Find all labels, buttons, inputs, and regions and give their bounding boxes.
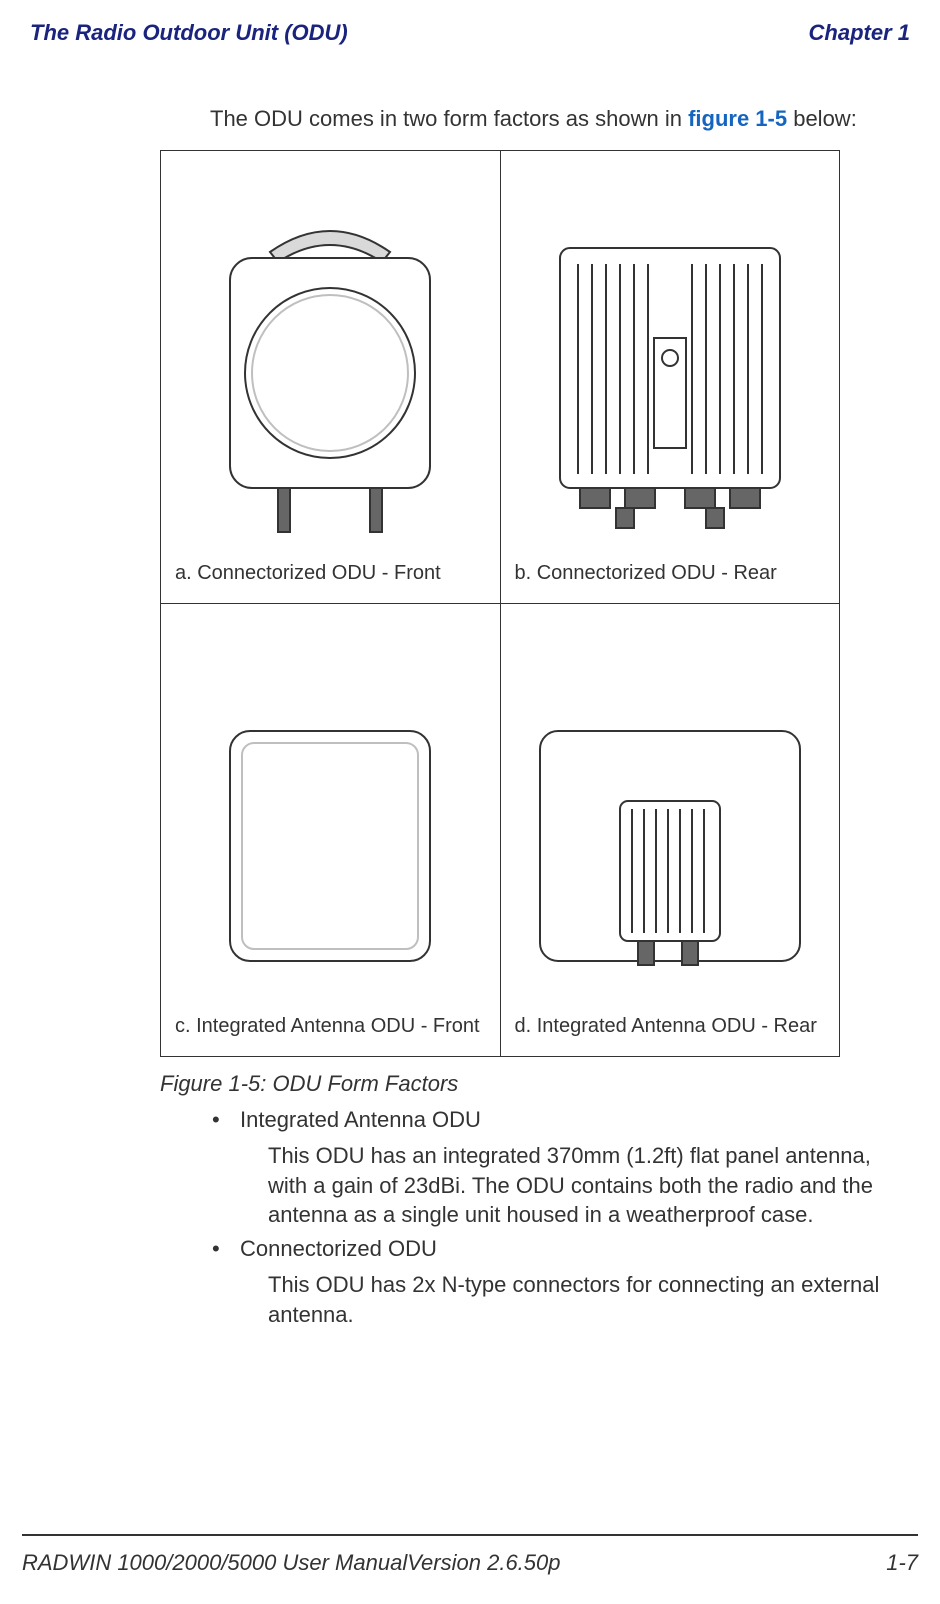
cell-d: d. Integrated Antenna ODU - Rear [500,604,840,1057]
figure-ref-link[interactable]: figure 1-5 [688,106,787,131]
intro-post: below: [787,106,857,131]
cell-c: c. Integrated Antenna ODU - Front [161,604,501,1057]
integrated-rear-icon [520,701,820,1001]
intro-pre: The ODU comes in two form factors as sho… [210,106,688,131]
figure-caption: Figure 1-5: ODU Form Factors [160,1071,910,1097]
footer-left: RADWIN 1000/2000/5000 User ManualVersion… [22,1550,561,1576]
bullet-head: Connectorized ODU [240,1236,900,1262]
integrated-front-icon [200,701,460,1001]
bullet-body: This ODU has 2x N-type connectors for co… [268,1270,900,1329]
connectorized-front-icon [190,218,470,548]
footer-right: 1-7 [886,1550,918,1576]
cell-d-caption: d. Integrated Antenna ODU - Rear [515,1015,826,1038]
figure-table: a. Connectorized ODU - Front [160,150,840,1057]
header-left: The Radio Outdoor Unit (ODU) [30,20,348,46]
list-item: Integrated Antenna ODU This ODU has an i… [240,1107,900,1230]
cell-b-caption: b. Connectorized ODU - Rear [515,562,826,585]
intro-line: The ODU comes in two form factors as sho… [210,106,910,132]
bullet-head: Integrated Antenna ODU [240,1107,900,1133]
page-header: The Radio Outdoor Unit (ODU) Chapter 1 [30,0,910,46]
footer-rule [22,1534,918,1536]
cell-a: a. Connectorized ODU - Front [161,151,501,604]
bullet-list: Integrated Antenna ODU This ODU has an i… [240,1107,900,1329]
list-item: Connectorized ODU This ODU has 2x N-type… [240,1236,900,1329]
connectorized-rear-icon [530,218,810,548]
page: The Radio Outdoor Unit (ODU) Chapter 1 T… [0,0,940,1604]
bullet-body: This ODU has an integrated 370mm (1.2ft)… [268,1141,900,1230]
header-right: Chapter 1 [809,20,910,46]
cell-c-caption: c. Integrated Antenna ODU - Front [175,1015,486,1038]
cell-a-caption: a. Connectorized ODU - Front [175,562,486,585]
page-footer: RADWIN 1000/2000/5000 User ManualVersion… [22,1550,918,1576]
cell-b: b. Connectorized ODU - Rear [500,151,840,604]
